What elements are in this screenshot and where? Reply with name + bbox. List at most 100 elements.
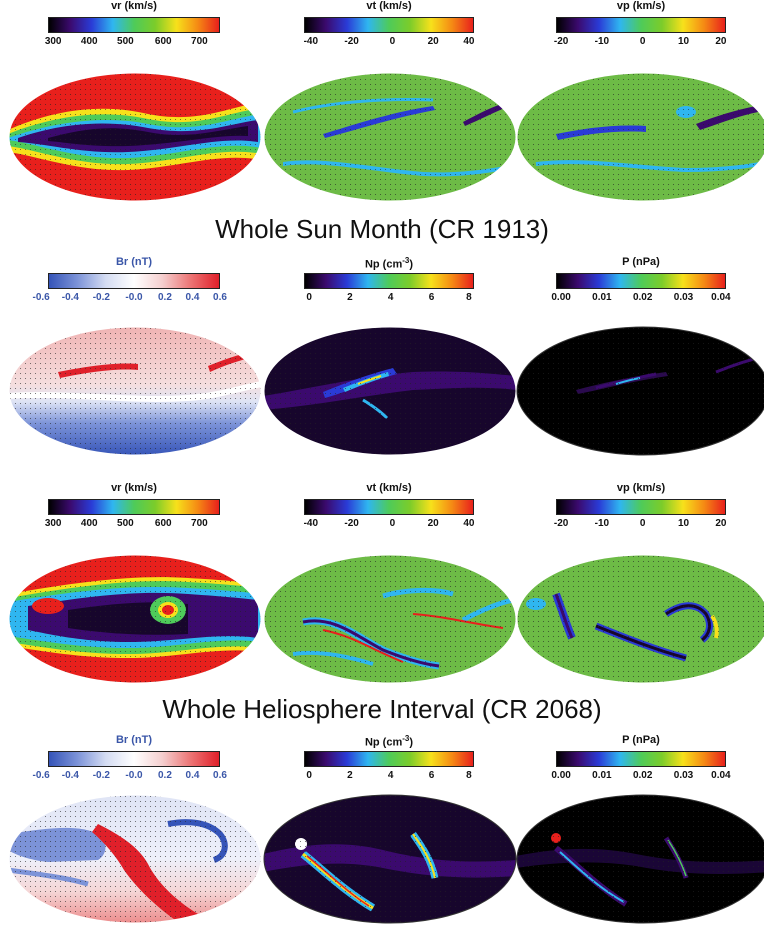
tick-label: 6 <box>428 292 435 303</box>
tick-label: 0.00 <box>551 770 571 781</box>
tick-label: 600 <box>154 518 172 529</box>
tick-label: -20 <box>344 518 359 529</box>
colorbar-label: vt (km/s) <box>366 482 412 494</box>
tick-label: 0.6 <box>213 770 227 781</box>
colorbar-gradient <box>556 17 726 33</box>
tick-label: 20 <box>427 36 439 47</box>
tick-label: 20 <box>715 36 727 47</box>
colorbar-gradient <box>304 17 474 33</box>
map-vp-2068 <box>516 554 764 684</box>
tick-label: 400 <box>80 36 98 47</box>
tick-label: -0.0 <box>125 292 143 303</box>
tick-label: 4 <box>387 770 394 781</box>
tick-label: 0.00 <box>551 292 571 303</box>
tick-label: -10 <box>594 518 610 529</box>
map-np-2068 <box>263 794 517 924</box>
map-vt-1913 <box>263 72 517 202</box>
tick-label: 0.03 <box>673 770 694 781</box>
map-vr-2068 <box>8 554 262 684</box>
colorbar-gradient <box>304 273 474 289</box>
tick-label: 0 <box>639 518 646 529</box>
tick-label: 8 <box>466 292 472 303</box>
colorbar-gradient <box>556 751 726 767</box>
tick-label: 600 <box>154 36 172 47</box>
tick-label: 20 <box>715 518 727 529</box>
tick-label: -0.4 <box>61 292 79 303</box>
map-np-1913 <box>263 326 517 456</box>
colorbar-label: Np (cm-3) <box>364 734 414 749</box>
tick-label: 6 <box>428 770 435 781</box>
colorbar-label: Br (nT) <box>115 734 153 746</box>
tick-label: 0 <box>389 36 396 47</box>
tick-label: -0.6 <box>32 292 50 303</box>
map-p-2068 <box>516 794 764 924</box>
map-br-1913 <box>8 326 262 456</box>
colorbar-label: vp (km/s) <box>616 0 666 12</box>
tick-label: 400 <box>80 518 98 529</box>
tick-label: 0.6 <box>213 292 227 303</box>
tick-label: 500 <box>117 518 134 529</box>
colorbar-label: Np (cm-3) <box>364 256 414 271</box>
colorbar-gradient <box>48 751 220 767</box>
colorbar-label: vt (km/s) <box>366 0 412 12</box>
tick-label: 0.03 <box>673 292 694 303</box>
tick-label: 0.2 <box>158 770 172 781</box>
colorbar-label: P (nPa) <box>622 734 660 746</box>
tick-label: 0.04 <box>711 292 731 303</box>
tick-label: 8 <box>466 770 472 781</box>
colorbar-gradient <box>556 273 726 289</box>
colorbar-gradient <box>48 273 220 289</box>
tick-label: -0.0 <box>125 770 143 781</box>
tick-label: -20 <box>344 36 359 47</box>
tick-label: 20 <box>427 518 439 529</box>
tick-label: 0.2 <box>158 292 172 303</box>
tick-label: -40 <box>303 518 319 529</box>
colorbar-label: Br (nT) <box>115 256 153 268</box>
tick-label: -0.2 <box>92 770 110 781</box>
colorbar-gradient <box>304 499 474 515</box>
tick-label: 10 <box>677 518 690 529</box>
tick-label: 4 <box>387 292 394 303</box>
tick-label: -40 <box>303 36 319 47</box>
tick-label: 2 <box>347 770 353 781</box>
tick-label: 0 <box>389 518 396 529</box>
colorbar-gradient <box>556 499 726 515</box>
colorbar-label: vr (km/s) <box>111 482 157 494</box>
colorbar-label: vp (km/s) <box>616 482 666 494</box>
section-title-cr2068: Whole Heliosphere Interval (CR 2068) <box>162 694 602 724</box>
colorbar-label: vr (km/s) <box>111 0 157 12</box>
tick-label: 0 <box>639 36 646 47</box>
tick-label: 300 <box>44 518 62 529</box>
tick-label: 700 <box>191 36 208 47</box>
colorbar-gradient <box>304 751 474 767</box>
tick-label: -10 <box>594 36 610 47</box>
colorbar-gradient <box>48 17 220 33</box>
tick-label: 500 <box>117 36 134 47</box>
tick-label: 700 <box>191 518 208 529</box>
map-vp-1913 <box>516 72 764 202</box>
tick-label: -20 <box>553 518 569 529</box>
tick-label: -0.4 <box>61 770 79 781</box>
tick-label: -0.2 <box>92 292 110 303</box>
tick-label: 0.04 <box>711 770 731 781</box>
map-vt-2068 <box>263 554 517 684</box>
tick-label: 0 <box>306 770 312 781</box>
tick-label: 0.4 <box>185 292 200 303</box>
tick-label: 0.02 <box>632 770 653 781</box>
tick-label: 0.02 <box>632 292 653 303</box>
tick-label: 40 <box>463 518 475 529</box>
tick-label: 0.4 <box>185 770 200 781</box>
tick-label: 0 <box>306 292 312 303</box>
map-vr-1913 <box>8 72 262 202</box>
colorbar-label: P (nPa) <box>622 256 660 268</box>
tick-label: 300 <box>44 36 62 47</box>
tick-label: -20 <box>553 36 569 47</box>
tick-label: 2 <box>347 292 353 303</box>
tick-label: 40 <box>463 36 475 47</box>
tick-label: 10 <box>677 36 690 47</box>
map-br-2068 <box>8 794 262 924</box>
section-title-cr1913: Whole Sun Month (CR 1913) <box>215 214 549 244</box>
tick-label: 0.01 <box>592 292 612 303</box>
colorbar-gradient <box>48 499 220 515</box>
tick-label: -0.6 <box>32 770 50 781</box>
